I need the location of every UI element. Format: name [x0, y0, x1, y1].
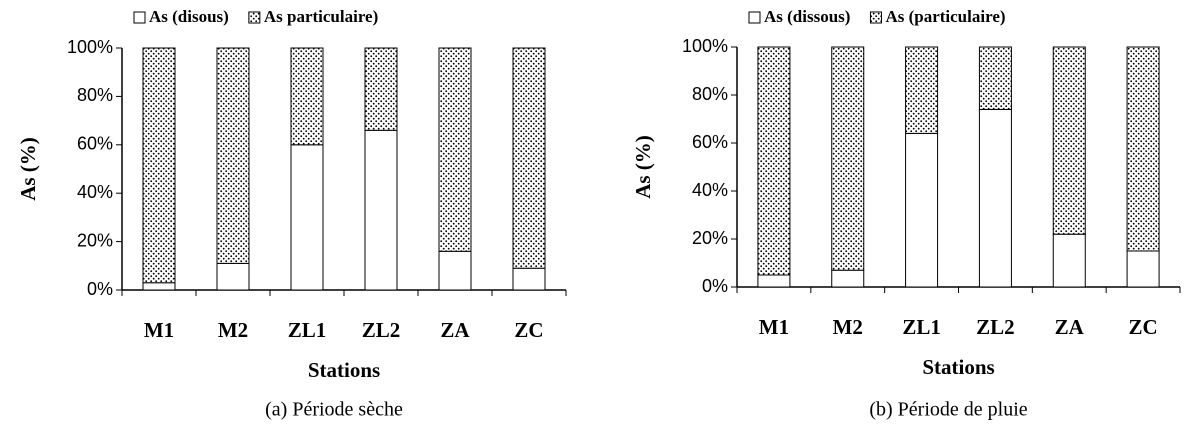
bar-segment — [142, 282, 176, 291]
bar-segment — [978, 108, 1012, 288]
bar-segment — [364, 47, 398, 131]
bar-segment — [1052, 46, 1086, 235]
legend-swatch — [248, 11, 261, 24]
y-tick-label: 40% — [692, 180, 728, 200]
legend-label: As particulaire) — [264, 7, 378, 26]
bar-segment — [831, 269, 865, 288]
x-tick-label: ZL2 — [976, 315, 1015, 339]
y-tick-label: 60% — [77, 134, 113, 154]
y-tick-label: 0% — [702, 276, 728, 296]
y-tick-label: 100% — [682, 36, 728, 56]
bar-segment — [1052, 233, 1086, 288]
bar-segment — [512, 47, 546, 269]
legend-label: As (disous) — [149, 7, 229, 26]
legend-swatch — [748, 11, 761, 24]
y-tick-label: 0% — [87, 279, 113, 299]
bar-segment — [216, 47, 250, 264]
bar-segment — [290, 47, 324, 146]
y-tick-label: 20% — [77, 230, 113, 250]
x-tick-label: ZA — [440, 318, 470, 342]
y-tick-label: 40% — [77, 182, 113, 202]
bar-segment — [831, 46, 865, 271]
bar-segment — [438, 47, 472, 252]
bar-segment — [1126, 46, 1160, 252]
x-tick-label: ZA — [1055, 315, 1085, 339]
x-tick-label: ZC — [1128, 315, 1157, 339]
caption: (a) Période sèche — [265, 399, 403, 421]
legend-swatch — [133, 11, 146, 24]
bar-segment — [512, 267, 546, 291]
bar-segment — [978, 46, 1012, 110]
x-tick-label: M2 — [218, 318, 248, 342]
x-tick-label: M1 — [759, 315, 789, 339]
x-tick-label: M2 — [833, 315, 863, 339]
x-axis-label: Stations — [922, 355, 994, 379]
x-tick-label: ZL2 — [362, 318, 401, 342]
x-tick-label: M1 — [144, 318, 174, 342]
bar-segment — [216, 262, 250, 291]
y-tick-label: 20% — [692, 228, 728, 248]
x-tick-label: ZL1 — [902, 315, 941, 339]
x-tick-label: ZL1 — [288, 318, 327, 342]
bar-segment — [905, 132, 939, 288]
y-tick-label: 100% — [67, 37, 113, 57]
bar-segment — [438, 250, 472, 291]
y-tick-label: 60% — [692, 132, 728, 152]
bar-segment — [364, 129, 398, 291]
bar-segment — [757, 274, 791, 288]
y-axis-label: As (%) — [631, 135, 655, 199]
caption: (b) Période de pluie — [869, 399, 1027, 421]
y-axis-label: As (%) — [16, 137, 40, 201]
bar-segment — [142, 47, 176, 284]
y-tick-label: 80% — [77, 85, 113, 105]
legend-swatch — [869, 11, 882, 24]
bar-segment — [905, 46, 939, 134]
x-tick-label: ZC — [514, 318, 543, 342]
y-tick-label: 80% — [692, 84, 728, 104]
legend-label: As (particulaire) — [885, 7, 1005, 26]
bar-segment — [757, 46, 791, 276]
legend-label: As (dissous) — [764, 7, 850, 26]
bar-segment — [1126, 250, 1160, 288]
x-axis-label: Stations — [308, 358, 380, 382]
bar-segment — [290, 144, 324, 291]
